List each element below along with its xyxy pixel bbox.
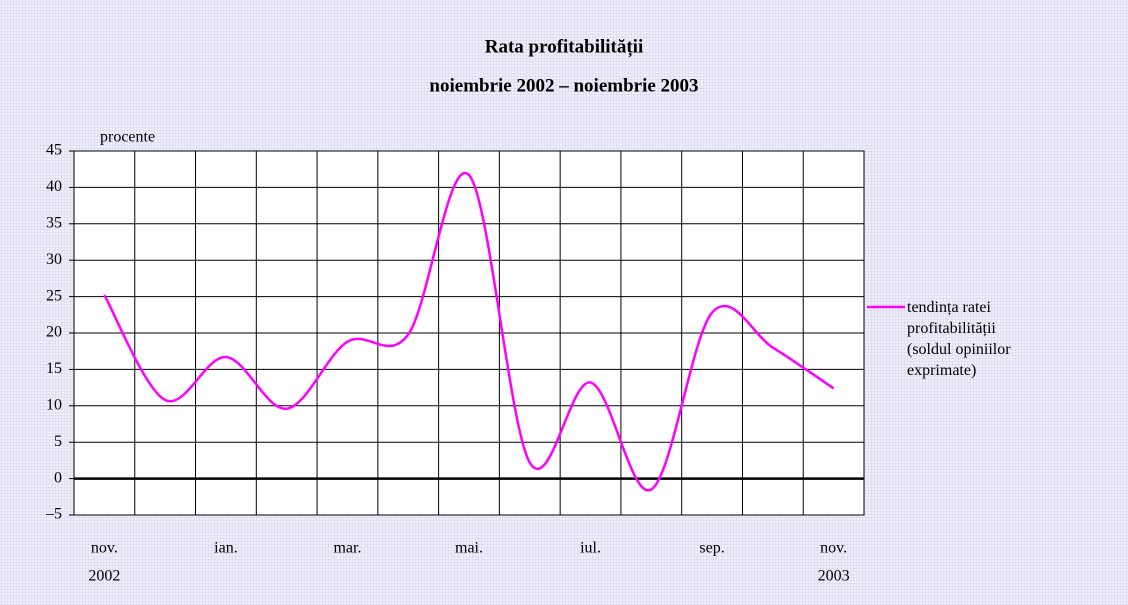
- y-axis-label: procente: [100, 129, 155, 146]
- y-tick-label: 35: [46, 214, 62, 231]
- x-tick-label: iul.: [580, 540, 601, 557]
- x-tick-label: ian.: [214, 540, 238, 557]
- y-tick-label: 25: [46, 287, 62, 304]
- series-line: [103, 171, 835, 492]
- x-tick-label: mar.: [333, 540, 361, 557]
- x-tick-label: sep.: [699, 540, 724, 557]
- y-tick-label: 0: [54, 469, 62, 486]
- y-tick-label: 30: [46, 251, 62, 268]
- x-tick-label: nov.: [820, 540, 847, 557]
- chart-title: Rata profitabilității: [485, 36, 644, 57]
- x-tick-year: 2003: [818, 568, 850, 585]
- y-tick-label: 10: [46, 396, 62, 413]
- x-tick-label: mai.: [455, 540, 483, 557]
- x-tick-label: nov.: [91, 540, 118, 557]
- legend-label: tendința ratei profitabilității (soldul …: [907, 299, 1011, 379]
- y-tick-label: 15: [46, 360, 62, 377]
- chart-subtitle: noiembrie 2002 – noiembrie 2003: [429, 75, 698, 96]
- y-tick-label: –5: [45, 506, 62, 523]
- y-tick-label: 5: [54, 433, 62, 450]
- y-tick-label: 20: [46, 324, 62, 341]
- y-tick-label: 40: [46, 178, 62, 195]
- x-tick-year: 2002: [88, 568, 120, 585]
- y-tick-label: 45: [46, 142, 62, 159]
